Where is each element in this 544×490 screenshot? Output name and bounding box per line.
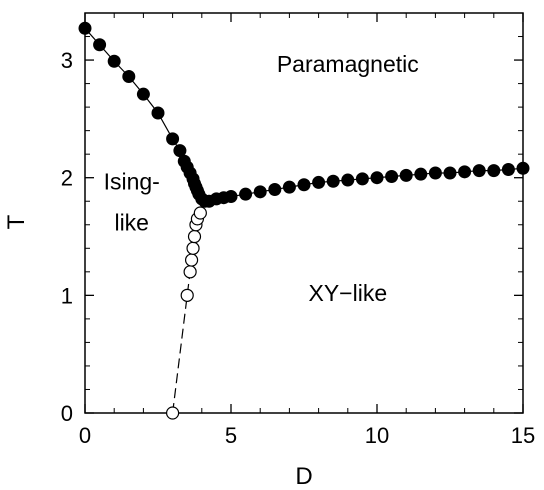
filled-data-point xyxy=(137,88,150,101)
x-tick-label: 15 xyxy=(511,423,535,448)
filled-data-point xyxy=(385,170,398,183)
filled-data-point xyxy=(444,167,457,180)
annotation-label: XY−like xyxy=(308,280,387,306)
open-data-point xyxy=(167,407,179,419)
open-data-point xyxy=(184,266,196,278)
filled-data-point xyxy=(356,172,369,185)
axis-tick-labels: 0 5 10 15 0 1 2 3 xyxy=(61,48,535,448)
filled-data-point xyxy=(122,70,135,83)
x-axis-label: D xyxy=(295,463,312,490)
filled-data-point xyxy=(400,169,413,182)
annotation-label: like xyxy=(114,210,149,236)
filled-data-point xyxy=(327,175,340,188)
open-data-point xyxy=(181,289,193,301)
open-data-point xyxy=(189,231,201,243)
y-tick-label: 3 xyxy=(61,48,73,73)
filled-data-point xyxy=(79,22,92,35)
filled-data-point xyxy=(93,38,106,51)
filled-data-point xyxy=(487,164,500,177)
y-tick-label: 2 xyxy=(61,166,73,191)
filled-data-point xyxy=(517,162,530,175)
series-lines xyxy=(85,28,523,413)
filled-data-point xyxy=(268,183,281,196)
y-tick-label: 0 xyxy=(61,401,73,426)
annotation-label: Ising- xyxy=(104,168,160,194)
x-tick-label: 10 xyxy=(365,423,389,448)
filled-data-point xyxy=(414,168,427,181)
filled-data-point xyxy=(458,165,471,178)
x-tick-label: 5 xyxy=(225,423,237,448)
filled-data-point xyxy=(166,132,179,145)
filled-data-point xyxy=(429,167,442,180)
annotation-label: Paramagnetic xyxy=(277,51,419,77)
filled-data-point xyxy=(502,163,515,176)
filled-data-point xyxy=(298,178,311,191)
filled-data-point xyxy=(341,174,354,187)
open-data-point xyxy=(187,242,199,254)
open-data-point xyxy=(194,207,206,219)
filled-data-point xyxy=(152,107,165,120)
y-axis-label: T xyxy=(3,214,30,229)
filled-data-point xyxy=(371,171,384,184)
y-tick-label: 1 xyxy=(61,283,73,308)
x-tick-label: 0 xyxy=(79,423,91,448)
filled-data-point xyxy=(254,185,267,198)
open-data-point xyxy=(186,254,198,266)
filled-data-point xyxy=(225,190,238,203)
filled-data-point xyxy=(108,55,121,68)
filled-data-point xyxy=(283,181,296,194)
filled-data-point xyxy=(312,176,325,189)
filled-data-point xyxy=(473,164,486,177)
filled-data-point xyxy=(239,188,252,201)
